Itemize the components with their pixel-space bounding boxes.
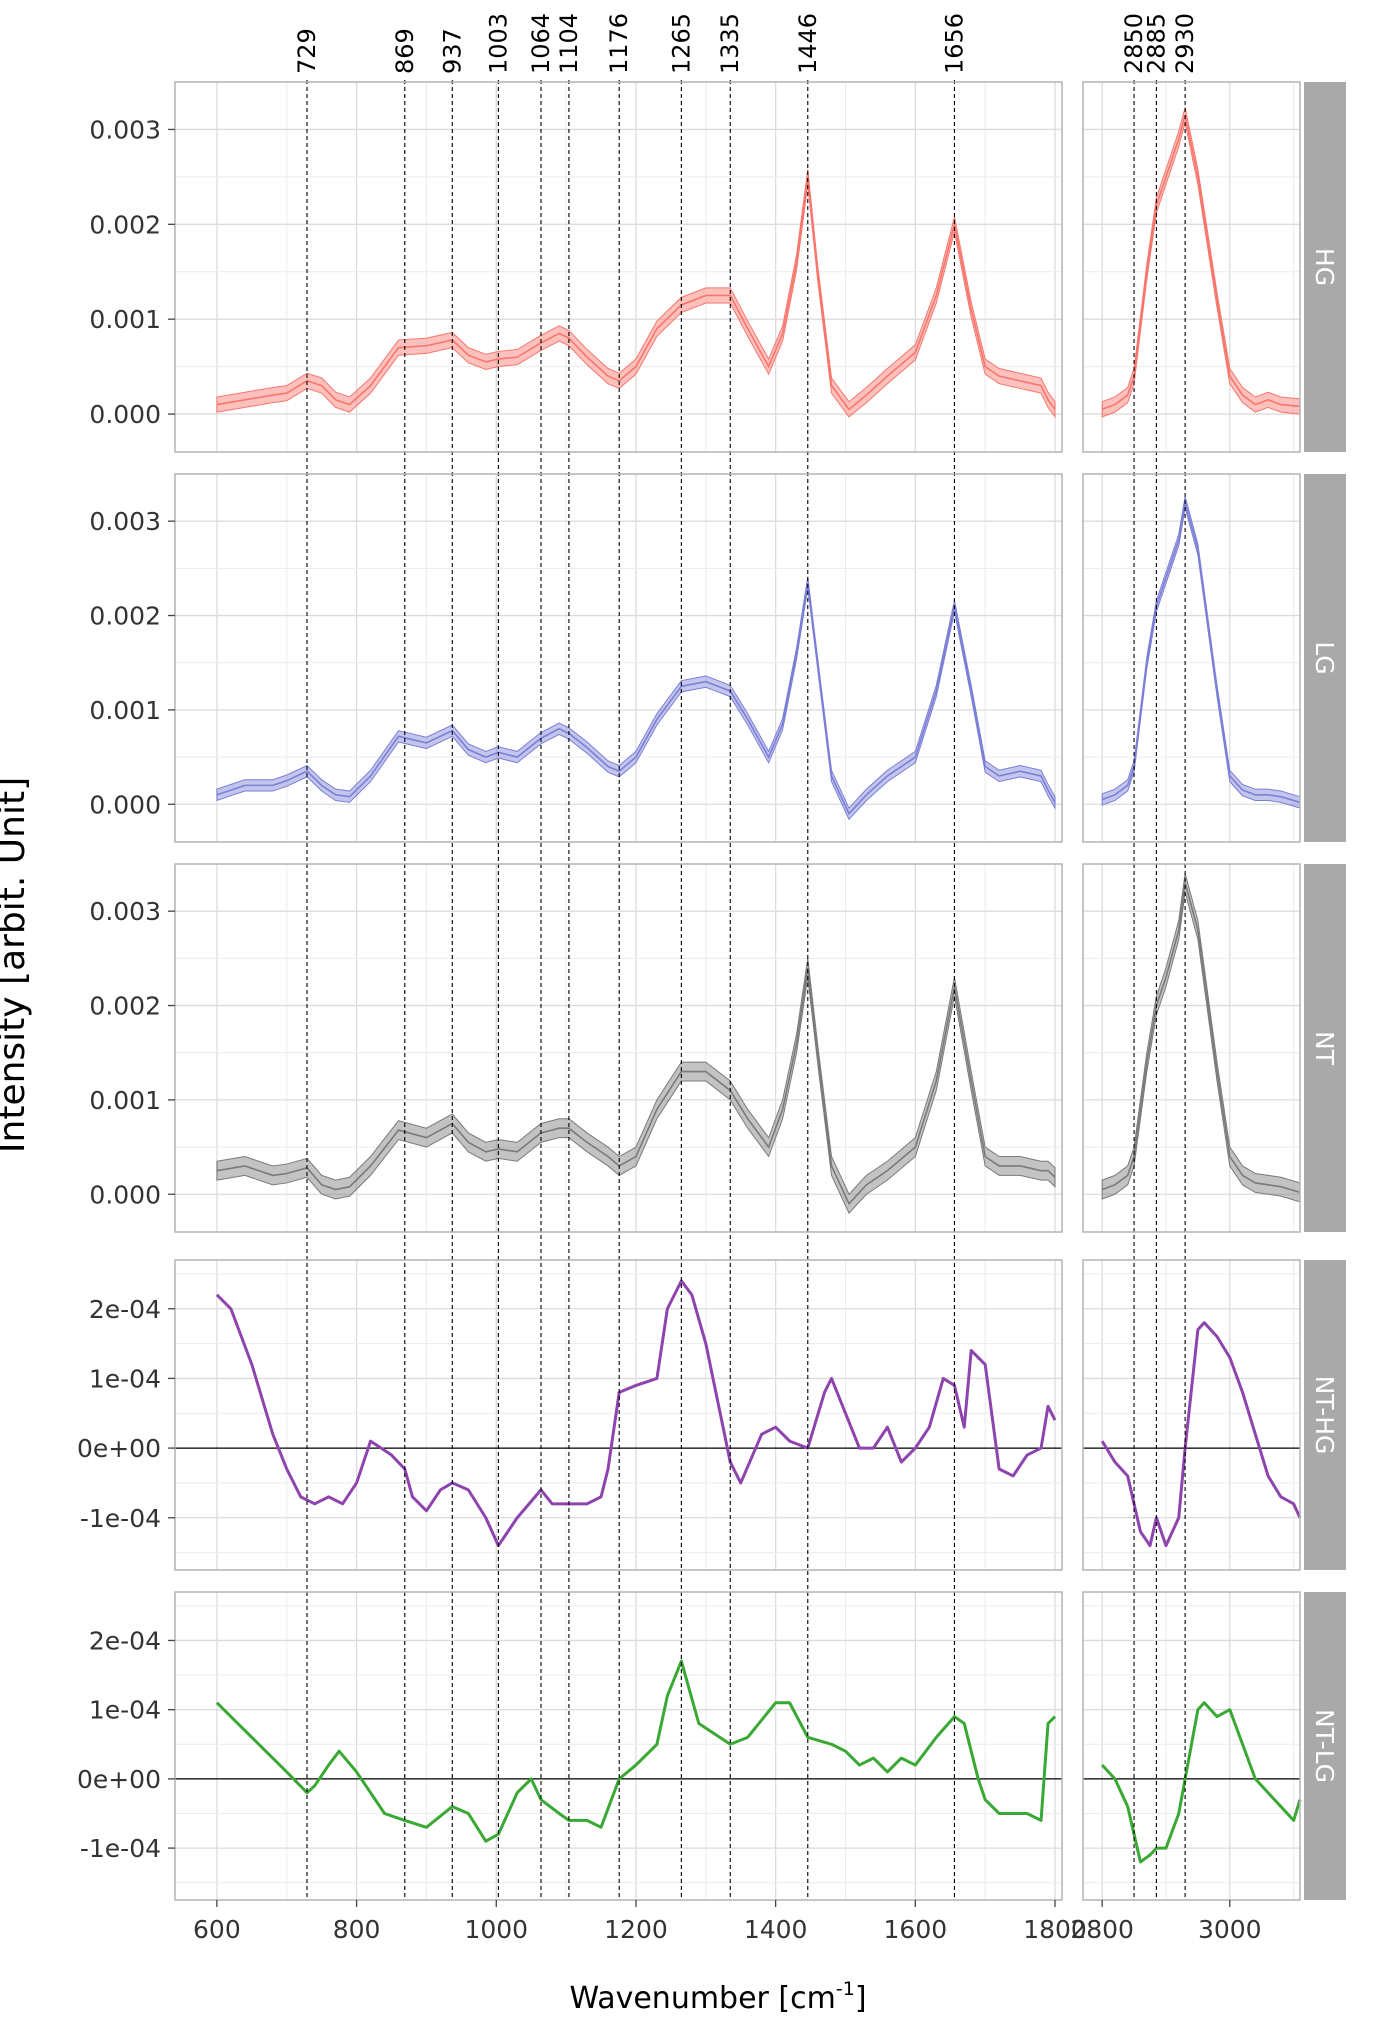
panel-border xyxy=(1082,863,1301,1233)
panel-backgrounds xyxy=(175,82,1300,1900)
facet-strip xyxy=(1304,864,1346,1232)
x-tick-label: 1800 xyxy=(1023,1915,1087,1944)
peak-label: 1335 xyxy=(716,13,744,74)
panel-frames xyxy=(174,81,1301,1901)
panel-border xyxy=(174,1259,1063,1571)
difference-line xyxy=(1100,1321,1302,1548)
x-tick-label: 1200 xyxy=(604,1915,668,1944)
x-tick-label: 600 xyxy=(193,1915,241,1944)
peak-label: 1064 xyxy=(527,13,555,74)
y-tick-label: 0.002 xyxy=(89,992,161,1021)
difference-line xyxy=(215,1659,1057,1843)
y-tick-label: 0e+00 xyxy=(77,1765,161,1794)
panel-background xyxy=(175,864,1062,1232)
x-tick-label: 800 xyxy=(333,1915,381,1944)
y-tick-label: 0.000 xyxy=(89,1180,161,1209)
mean-line xyxy=(216,176,1056,411)
confidence-band xyxy=(216,958,1056,1215)
facet-strips: HG LG NT NT-HG NT-LG xyxy=(1304,82,1346,1900)
peak-label: 869 xyxy=(391,28,419,74)
y-tick-label: 0.002 xyxy=(89,602,161,631)
y-tick-label: -1e-04 xyxy=(80,1504,161,1533)
y-tick-label: 0.001 xyxy=(89,696,161,725)
facet-strip xyxy=(1304,474,1346,842)
x-axis-title-close: ] xyxy=(855,1981,867,2016)
peak-label: 1176 xyxy=(605,13,633,74)
peak-reference-lines xyxy=(306,80,1186,1900)
facet-strip-label: NT-HG xyxy=(1310,1376,1339,1455)
peak-label: 2885 xyxy=(1142,13,1170,74)
peak-label: 1104 xyxy=(555,13,583,74)
peak-label: 1446 xyxy=(794,13,822,74)
peak-label: 1656 xyxy=(940,13,968,74)
panel-background xyxy=(1083,474,1300,842)
mean-line xyxy=(216,582,1056,816)
panel-background xyxy=(175,1260,1062,1570)
y-tick-label: 0e+00 xyxy=(77,1434,161,1463)
y-tick-label: 2e-04 xyxy=(89,1626,161,1655)
y-tick-label: 2e-04 xyxy=(89,1295,161,1324)
y-tick-label: 1e-04 xyxy=(89,1696,161,1725)
panel-border xyxy=(1082,1591,1301,1901)
x-tick-label: 1400 xyxy=(744,1915,808,1944)
peak-labels: 729 869 937 1003 1064 1104 1176 1265 1335 1446 165… xyxy=(293,13,1199,74)
peak-label: 2850 xyxy=(1120,13,1148,74)
panel-background xyxy=(1083,864,1300,1232)
peak-label: 1003 xyxy=(484,13,512,74)
y-tick-label: -1e-04 xyxy=(80,1834,161,1863)
panel-border xyxy=(1082,1259,1301,1571)
x-tick-label: 2800 xyxy=(1070,1915,1134,1944)
peak-label: 2930 xyxy=(1171,13,1199,74)
panel-background xyxy=(175,82,1062,452)
y-tick-label: 0.003 xyxy=(89,115,161,144)
y-tick-label: 0.001 xyxy=(89,1086,161,1115)
panel-border xyxy=(1082,81,1301,453)
panel-border xyxy=(174,473,1063,843)
facet-strip xyxy=(1304,82,1346,452)
panel-border xyxy=(174,81,1063,453)
difference-line xyxy=(1101,1701,1302,1864)
facet-strip-label: NT xyxy=(1310,1031,1339,1066)
gridlines xyxy=(175,82,1300,1900)
difference-line xyxy=(215,1279,1057,1548)
y-axis-title: Intensity [arbit. Unit] xyxy=(0,777,33,1153)
y-tick-label: 1e-04 xyxy=(89,1364,161,1393)
x-tick-label: 3000 xyxy=(1198,1915,1262,1944)
x-tick-label: 1000 xyxy=(464,1915,528,1944)
panel-border xyxy=(174,863,1063,1233)
y-tick-label: 0.002 xyxy=(89,210,161,239)
facet-strip-label: NT-LG xyxy=(1310,1709,1339,1783)
peak-label: 1265 xyxy=(667,13,695,74)
peak-label: 729 xyxy=(293,28,321,74)
facet-strip-label: HG xyxy=(1310,248,1339,286)
x-tick-label: 1600 xyxy=(884,1915,948,1944)
panel-border xyxy=(1082,473,1301,843)
facet-strip xyxy=(1304,1592,1346,1900)
y-tick-label: 0.000 xyxy=(89,790,161,819)
facet-strip-label: LG xyxy=(1310,641,1339,674)
y-tick-label: 0.003 xyxy=(89,507,161,536)
facet-strip xyxy=(1304,1260,1346,1570)
y-tick-label: 0.003 xyxy=(89,897,161,926)
confidence-band xyxy=(216,576,1056,821)
x-axis-title: Wavenumber [cm-1] xyxy=(569,1978,866,2016)
panel-background xyxy=(175,474,1062,842)
y-tick-label: 0.001 xyxy=(89,305,161,334)
peak-label: 937 xyxy=(438,28,466,74)
panel-background xyxy=(1083,1260,1300,1570)
panel-border xyxy=(174,1591,1063,1901)
series-layer xyxy=(175,107,1302,1864)
mean-line xyxy=(1101,882,1301,1194)
y-tick-label: 0.000 xyxy=(89,400,161,429)
mean-line xyxy=(216,967,1056,1206)
x-axis-title-sup: -1 xyxy=(836,1978,855,2000)
x-axis-title-main: Wavenumber [cm xyxy=(569,1981,835,2016)
axis-ticks: 0.000 0.001 0.002 0.003 0.000 0.001 0.002 0.003… xyxy=(77,115,1262,1944)
